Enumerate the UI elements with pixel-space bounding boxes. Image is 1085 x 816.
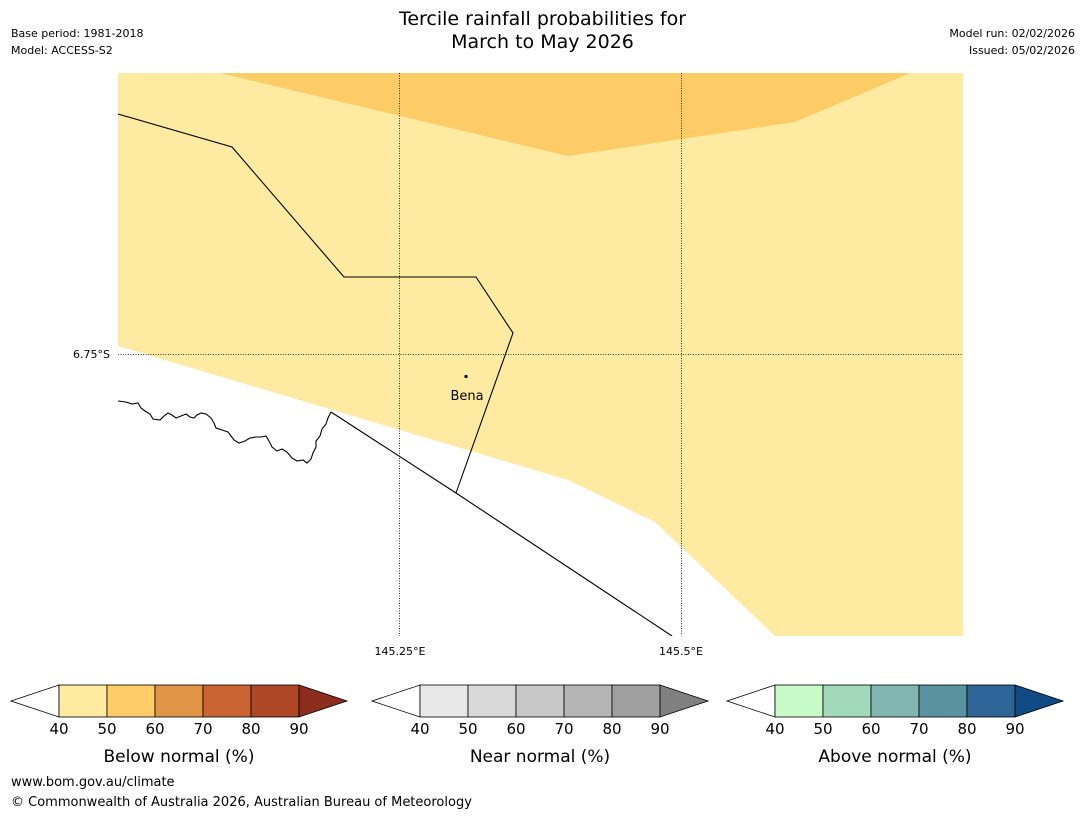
colorbar-extend-low xyxy=(726,684,776,718)
colorbar-extend-low xyxy=(10,684,60,718)
legend-below-normal: 40 50 60 70 80 90 Below normal (%) xyxy=(10,684,349,767)
colorbar-title: Below normal (%) xyxy=(104,747,255,767)
colorbar-tick-label: 90 xyxy=(1005,720,1024,738)
colorbar-segment xyxy=(250,684,300,718)
base-period: Base period: 1981-2018 xyxy=(11,27,144,40)
colorbar-segment xyxy=(154,684,204,718)
model-run: Model run: 02/02/2026 xyxy=(949,27,1075,40)
colorbar-segment xyxy=(58,684,108,718)
colorbar-extend-high xyxy=(659,684,710,718)
colorbar-segment xyxy=(419,684,469,718)
lon-label-145-5: 145.5°E xyxy=(659,645,703,658)
title-line-1: Tercile rainfall probabilities for xyxy=(398,8,687,30)
colorbar-tick-label: 80 xyxy=(241,720,260,738)
colorbar-tick-label: 60 xyxy=(506,720,525,738)
colorbar-tick-label: 60 xyxy=(861,720,880,738)
river-boundary xyxy=(118,400,332,464)
colorbar-tick-label: 90 xyxy=(650,720,669,738)
colorbar-tick-label: 80 xyxy=(957,720,976,738)
colorbar-segment xyxy=(822,684,872,718)
colorbar-tick-label: 80 xyxy=(602,720,621,738)
province-border-south xyxy=(330,411,673,636)
below-normal-50-60-region xyxy=(220,73,910,156)
legend-near-normal: 40 50 60 70 80 90 Near normal (%) xyxy=(371,684,710,767)
colorbar-extend-high xyxy=(1014,684,1065,718)
colorbar-title: Above normal (%) xyxy=(818,747,971,767)
colorbar-segment xyxy=(202,684,252,718)
colorbar-tick-label: 40 xyxy=(765,720,784,738)
meta-right: Model run: 02/02/2026 Issued: 05/02/2026 xyxy=(949,25,1075,59)
colorbar-tick-label: 50 xyxy=(97,720,116,738)
colorbar-tick-label: 70 xyxy=(909,720,928,738)
colorbar-tick-label: 50 xyxy=(458,720,477,738)
issued-date: Issued: 05/02/2026 xyxy=(968,44,1075,57)
bena-marker[interactable] xyxy=(464,374,468,379)
province-border xyxy=(118,113,514,494)
colorbar-extend-high xyxy=(298,684,349,718)
footer-copyright: © Commonwealth of Australia 2026, Austra… xyxy=(11,795,472,810)
colorbar-segment xyxy=(515,684,565,718)
lat-label: 6.75°S xyxy=(73,348,110,361)
meta-left: Base period: 1981-2018 Model: ACCESS-S2 xyxy=(11,25,143,59)
colorbar-segment xyxy=(563,684,613,718)
colorbar-segment xyxy=(870,684,920,718)
colorbar-tick-label: 70 xyxy=(193,720,212,738)
colorbar-segment xyxy=(467,684,517,718)
colorbar-tick-label: 40 xyxy=(49,720,68,738)
colorbar-tick-label: 70 xyxy=(554,720,573,738)
colorbar-segment xyxy=(774,684,824,718)
colorbar-extend-low xyxy=(371,684,421,718)
colorbar-tick-label: 90 xyxy=(289,720,308,738)
title-line-2: March to May 2026 xyxy=(451,31,634,53)
legend-above-normal: 40 50 60 70 80 90 Above normal (%) xyxy=(726,684,1065,767)
lon-label-145-25: 145.25°E xyxy=(375,645,426,658)
footer-url[interactable]: www.bom.gov.au/climate xyxy=(11,775,175,790)
forecast-map[interactable]: 6.75°S 145.25°E 145.5°E Bena xyxy=(0,0,1085,680)
colorbar-segment xyxy=(918,684,968,718)
colorbar-tick-label: 60 xyxy=(145,720,164,738)
colorbar-tick-label: 50 xyxy=(813,720,832,738)
place-label-bena: Bena xyxy=(450,389,483,404)
chart-title: Tercile rainfall probabilities for March… xyxy=(0,8,1085,54)
colorbar-segment xyxy=(106,684,156,718)
colorbar-segment xyxy=(611,684,661,718)
colorbar-title: Near normal (%) xyxy=(470,747,610,767)
model-name: Model: ACCESS-S2 xyxy=(11,44,113,57)
colorbar-segment xyxy=(966,684,1016,718)
colorbar-tick-label: 40 xyxy=(410,720,429,738)
